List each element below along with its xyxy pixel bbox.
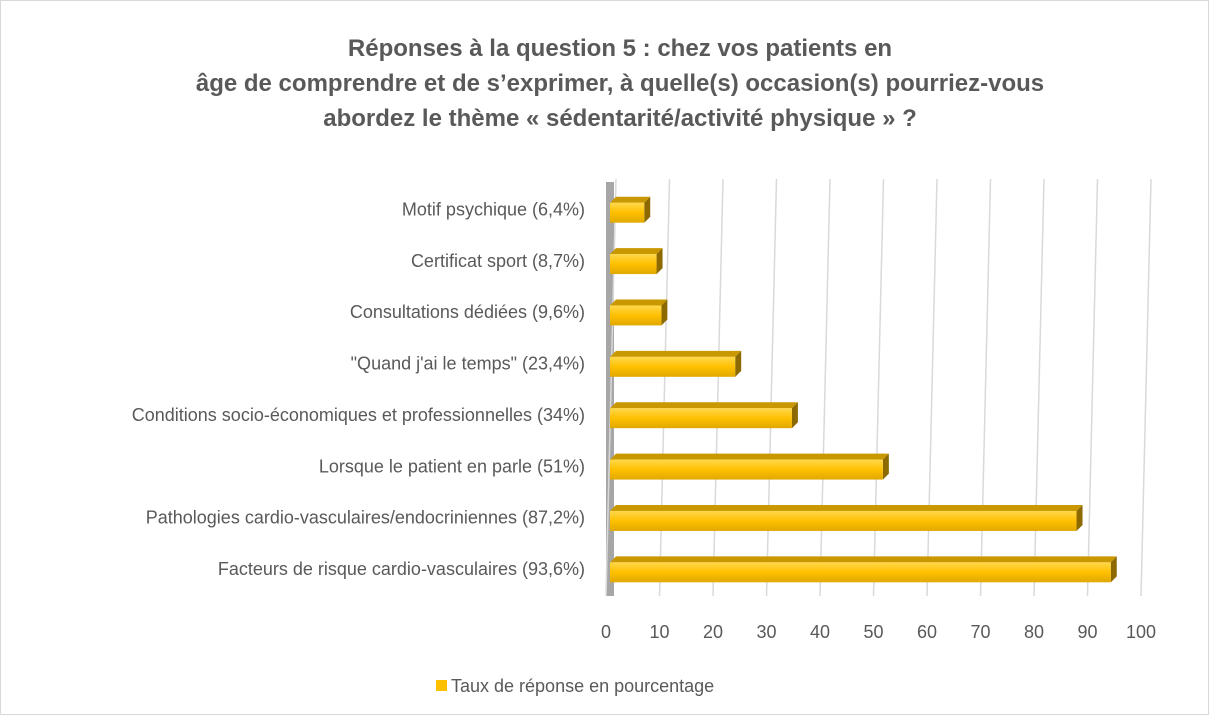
x-tick-label: 80 bbox=[1024, 622, 1044, 642]
bar bbox=[610, 453, 889, 480]
bar bbox=[610, 504, 1083, 531]
bar bbox=[610, 299, 668, 326]
bar bbox=[610, 196, 651, 223]
x-tick-label: 70 bbox=[970, 622, 990, 642]
legend-swatch bbox=[436, 680, 447, 691]
side-wall bbox=[606, 182, 614, 596]
bar-top bbox=[610, 196, 651, 203]
y-tick-label: Pathologies cardio-vasculaires/endocrini… bbox=[146, 508, 585, 528]
chart-title: Réponses à la question 5 : chez vos pati… bbox=[196, 35, 1044, 132]
x-tick-label: 100 bbox=[1126, 622, 1156, 642]
y-tick-label: Certificat sport (8,7%) bbox=[411, 251, 585, 271]
bar-top bbox=[610, 556, 1117, 563]
bar-side bbox=[656, 248, 663, 275]
x-tick-label: 90 bbox=[1077, 622, 1097, 642]
x-tick-label: 40 bbox=[810, 622, 830, 642]
bar-side bbox=[791, 402, 798, 429]
bar bbox=[610, 350, 742, 377]
bar-top bbox=[610, 350, 742, 357]
bar-side bbox=[661, 299, 668, 326]
y-tick-label: Motif psychique (6,4%) bbox=[402, 199, 585, 219]
bar-front bbox=[610, 408, 792, 429]
legend-label: Taux de réponse en pourcentage bbox=[451, 676, 714, 696]
x-tick-label: 30 bbox=[756, 622, 776, 642]
bar bbox=[610, 402, 798, 429]
bar-front bbox=[610, 562, 1111, 583]
bar-side bbox=[1110, 556, 1117, 583]
bar-front bbox=[610, 356, 736, 377]
bar-side bbox=[1076, 504, 1083, 531]
grid-line bbox=[1086, 178, 1099, 597]
x-tick-label: 50 bbox=[863, 622, 883, 642]
bar-front bbox=[610, 254, 657, 275]
bar-top bbox=[610, 453, 889, 460]
bar-side bbox=[644, 196, 651, 223]
bar-top bbox=[610, 248, 663, 255]
bar-side bbox=[882, 453, 889, 480]
y-tick-label: Facteurs de risque cardio-vasculaires (9… bbox=[218, 559, 585, 579]
x-tick-label: 0 bbox=[601, 622, 611, 642]
bar-top bbox=[610, 299, 668, 306]
bar-top bbox=[610, 402, 798, 409]
bar bbox=[610, 556, 1117, 583]
grid-line bbox=[605, 178, 617, 597]
y-tick-label: Conditions socio-économiques et professi… bbox=[132, 405, 585, 425]
y-tick-label: Consultations dédiées (9,6%) bbox=[350, 302, 585, 322]
y-tick-label: Lorsque le patient en parle (51%) bbox=[319, 456, 585, 476]
bar-front bbox=[610, 459, 883, 480]
x-tick-label: 10 bbox=[649, 622, 669, 642]
bar-front bbox=[610, 510, 1077, 531]
bar-side bbox=[735, 350, 742, 377]
y-tick-label: "Quand j'ai le temps" (23,4%) bbox=[351, 354, 585, 374]
bar-front bbox=[610, 202, 645, 223]
bar bbox=[610, 248, 663, 275]
bar-front bbox=[610, 305, 662, 326]
grid-line bbox=[1140, 178, 1152, 597]
bar-top bbox=[610, 504, 1083, 511]
x-tick-label: 60 bbox=[917, 622, 937, 642]
x-tick-label: 20 bbox=[703, 622, 723, 642]
